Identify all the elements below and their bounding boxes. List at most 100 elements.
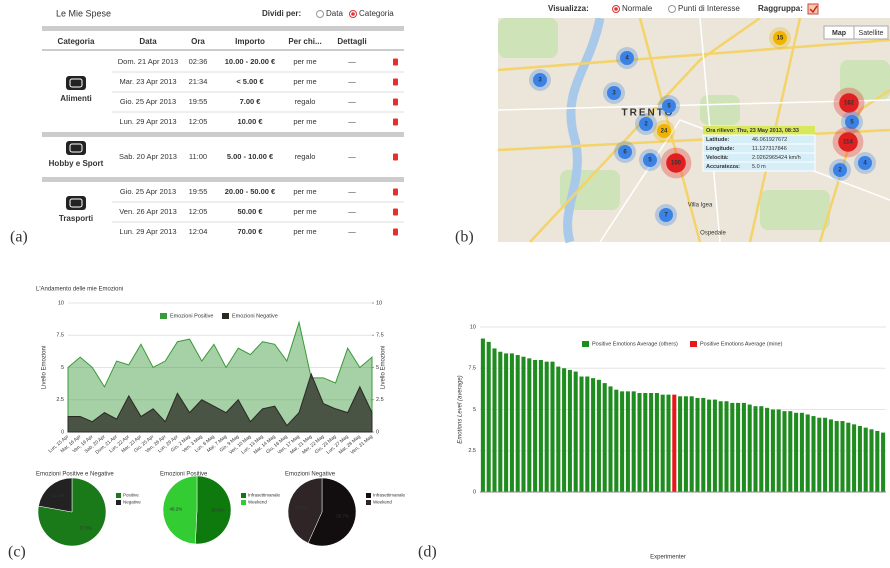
bar xyxy=(852,424,856,492)
bar xyxy=(666,395,670,492)
bar xyxy=(672,395,676,492)
radio-dot xyxy=(614,7,618,11)
cell: — xyxy=(348,77,356,86)
cell: regalo xyxy=(295,152,316,161)
legend-swatch xyxy=(690,341,697,347)
bar xyxy=(521,357,525,492)
radio[interactable] xyxy=(317,11,324,18)
bar xyxy=(719,401,723,492)
legend-swatch xyxy=(160,313,167,319)
y-tick-label: 10 xyxy=(470,324,476,330)
cell: per me xyxy=(293,187,316,196)
info-key: Velocità: xyxy=(706,155,729,161)
bar xyxy=(846,423,850,492)
panel-label: (c) xyxy=(8,544,26,561)
group-by-label: Dividi per: xyxy=(262,9,301,18)
category-label: Hobby e Sport xyxy=(49,159,104,168)
bar xyxy=(574,372,578,492)
cell: 12:05 xyxy=(189,117,208,126)
radio[interactable] xyxy=(669,6,676,13)
cell: 19:55 xyxy=(189,187,208,196)
bar xyxy=(579,377,583,493)
group-bar xyxy=(42,177,404,182)
y-tick-label: 2.5 xyxy=(468,448,476,454)
legend-swatch xyxy=(116,500,121,505)
bar xyxy=(858,426,862,492)
cell: — xyxy=(348,152,356,161)
panel-label: (a) xyxy=(10,229,28,246)
cell: Mar. 23 Apr 2013 xyxy=(119,77,176,86)
delete-icon[interactable] xyxy=(393,99,398,106)
panel-label: (d) xyxy=(418,544,437,561)
bar xyxy=(707,400,711,492)
cell: 11:00 xyxy=(189,152,207,161)
group-bar xyxy=(42,132,404,137)
y2-tick-label: 5 xyxy=(376,365,379,371)
bar xyxy=(585,377,589,493)
category-label: Alimenti xyxy=(60,94,92,103)
cell: regalo xyxy=(295,97,316,106)
radio-dot xyxy=(351,12,355,16)
delete-icon[interactable] xyxy=(393,119,398,126)
bar xyxy=(782,411,786,492)
legend-swatch xyxy=(366,500,371,505)
y2-axis-label: Livello Emozioni xyxy=(381,346,387,389)
bar xyxy=(736,403,740,492)
page: Figure {"panel_labels":["(a)","(b)","(c)… xyxy=(0,0,890,568)
bar xyxy=(869,429,873,492)
cell: 5.00 - 10.00 € xyxy=(227,152,274,161)
legend-swatch xyxy=(222,313,229,319)
bar xyxy=(788,411,792,492)
legend-label: Infrasettimanale xyxy=(373,493,406,498)
delete-icon[interactable] xyxy=(393,189,398,196)
cluster-count: 114 xyxy=(843,140,853,146)
info-key: Accuratezza: xyxy=(706,164,740,170)
cell: < 5.00 € xyxy=(236,77,264,86)
bar xyxy=(748,405,752,492)
info-value: 11.127317846 xyxy=(752,146,787,152)
pie-label: 56.7% xyxy=(336,514,349,519)
delete-icon[interactable] xyxy=(393,229,398,236)
bar xyxy=(835,421,839,492)
bar xyxy=(492,348,496,492)
y-tick-label: 0 xyxy=(61,429,64,435)
y2-tick-label: 2.5 xyxy=(376,397,384,403)
cell: Gio. 25 Apr 2013 xyxy=(120,97,176,106)
x-axis-label: Experimenter xyxy=(650,555,686,561)
category-icon xyxy=(66,76,86,90)
cell: — xyxy=(348,187,356,196)
delete-icon[interactable] xyxy=(393,59,398,66)
column-header: Ora xyxy=(191,37,205,46)
cell: — xyxy=(348,117,356,126)
info-value: 2.0262965424 km/h xyxy=(752,155,801,161)
cell: — xyxy=(348,97,356,106)
cell: — xyxy=(348,227,356,236)
pie-title: Emozioni Negative xyxy=(285,472,336,478)
bar xyxy=(504,353,508,492)
legend-label: Positive Emotions Average (mine) xyxy=(700,341,783,347)
cell: Sab. 20 Apr 2013 xyxy=(119,152,177,161)
bar xyxy=(829,419,833,492)
pie-label: 43.3% xyxy=(295,505,308,510)
cluster-count: 162 xyxy=(844,101,855,107)
legend-swatch xyxy=(366,493,371,498)
delete-icon[interactable] xyxy=(393,154,398,161)
bar xyxy=(516,355,520,492)
cell: 20.00 - 50.00 € xyxy=(225,187,276,196)
figure: Le Mie SpeseDividi per:DataCategoriaCate… xyxy=(0,0,890,568)
y-tick-label: 10 xyxy=(58,300,64,306)
bar xyxy=(730,403,734,492)
legend-label: Infrasettimanale xyxy=(248,493,281,498)
column-header: Categoria xyxy=(58,37,95,46)
bar xyxy=(510,353,514,492)
cell: Lun. 29 Apr 2013 xyxy=(119,117,176,126)
column-header: Importo xyxy=(235,37,265,46)
delete-icon[interactable] xyxy=(393,79,398,86)
map-type-label: Satellite xyxy=(859,30,884,37)
delete-icon[interactable] xyxy=(393,209,398,216)
bar xyxy=(649,393,653,492)
bar xyxy=(742,403,746,492)
y-tick-label: 5 xyxy=(61,365,64,371)
cell: per me xyxy=(293,207,316,216)
legend-label: Emozioni Positive xyxy=(170,313,213,319)
